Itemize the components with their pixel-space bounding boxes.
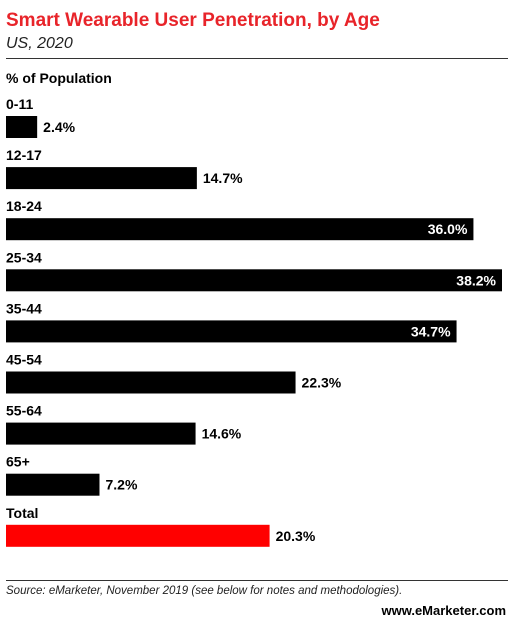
chart-title: Smart Wearable User Penetration, by Age xyxy=(6,10,380,31)
category-label: 45-54 xyxy=(6,352,42,368)
bar[interactable] xyxy=(6,371,296,394)
value-label: 38.2% xyxy=(456,272,496,288)
bar[interactable] xyxy=(6,116,38,138)
value-label: 14.6% xyxy=(202,426,242,442)
value-label: 34.7% xyxy=(411,323,451,339)
total-bar[interactable] xyxy=(6,524,270,547)
category-label: 55-64 xyxy=(6,403,42,419)
category-label: 25-34 xyxy=(6,249,42,265)
category-label: 12-17 xyxy=(6,147,42,163)
bar[interactable] xyxy=(6,269,502,292)
bar[interactable] xyxy=(6,422,196,445)
value-label: 36.0% xyxy=(428,221,468,237)
category-label: Total xyxy=(6,505,38,521)
y-axis-label: % of Population xyxy=(6,70,112,86)
bar-chart: 0-11 2.4%12-17 14.7% 18-24 36.0% 25-34 38.2% 35… xyxy=(6,96,502,547)
bottom-divider xyxy=(6,580,508,581)
bar[interactable] xyxy=(6,218,474,241)
value-label: 14.7% xyxy=(203,170,243,186)
category-label: 35-44 xyxy=(6,300,42,316)
category-label: 0-11 xyxy=(6,96,33,112)
value-label: 20.3% xyxy=(276,528,316,544)
chart-subtitle: US, 2020 xyxy=(6,35,73,52)
category-label: 65+ xyxy=(6,454,30,470)
value-label: 22.3% xyxy=(302,375,342,391)
bar[interactable] xyxy=(6,473,100,496)
value-label: 7.2% xyxy=(105,477,137,493)
brand-logo[interactable]: www.eMarketer.com xyxy=(381,603,506,618)
bar[interactable] xyxy=(6,167,197,190)
bar[interactable] xyxy=(6,320,457,343)
source-note: Source: eMarketer, November 2019 (see be… xyxy=(6,585,403,597)
category-label: 18-24 xyxy=(6,198,42,214)
top-divider xyxy=(6,58,508,59)
value-label: 2.4% xyxy=(43,119,75,135)
